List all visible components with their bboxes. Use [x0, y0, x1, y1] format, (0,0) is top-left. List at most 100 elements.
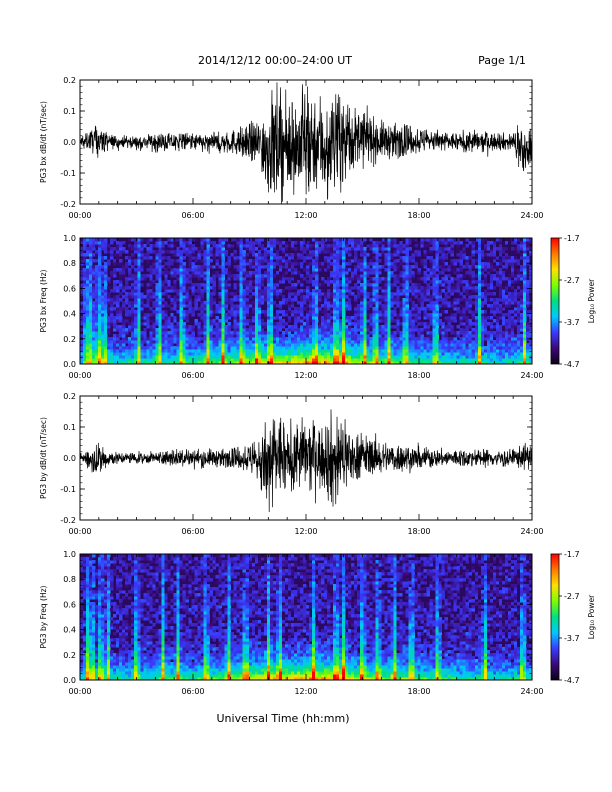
spectrogram-cell	[435, 247, 439, 251]
spectrogram-cell	[450, 259, 454, 263]
spectrogram-cell	[188, 349, 192, 353]
spectrogram-cell	[146, 310, 150, 314]
spectrogram-cell	[266, 286, 271, 290]
spectrogram-cell	[137, 298, 141, 302]
spectrogram-cell	[278, 328, 283, 332]
spectrogram-cell	[134, 241, 138, 245]
spectrogram-cell	[92, 286, 96, 290]
spectrogram-cell	[441, 340, 445, 344]
spectrogram-cell	[293, 349, 298, 353]
spectrogram-cell	[408, 358, 412, 362]
spectrogram-cell	[321, 250, 325, 254]
spectrogram-cell	[287, 316, 292, 320]
spectrogram-cell	[263, 292, 268, 296]
spectrogram-cell	[290, 253, 295, 257]
spectrogram-cell	[351, 349, 355, 353]
spectrogram-cell	[309, 358, 313, 362]
spectrogram-cell	[284, 277, 289, 281]
spectrogram-cell	[432, 286, 436, 290]
spectrogram-cell	[188, 331, 192, 335]
spectrogram-cell	[134, 289, 138, 293]
spectrogram-cell	[366, 292, 370, 296]
spectrogram-cell	[411, 352, 415, 356]
spectrogram-cell	[336, 259, 340, 263]
spectrogram-cell	[351, 286, 355, 290]
spectrogram-cell	[197, 361, 201, 365]
spectrogram-cell	[218, 247, 222, 251]
spectrogram-cell	[315, 280, 319, 284]
spectrogram-cell	[281, 271, 286, 275]
spectrogram-cell	[429, 349, 433, 353]
spectrogram-cell	[402, 304, 406, 308]
spectrogram-cell	[474, 295, 479, 299]
spectrogram-cell	[453, 274, 457, 278]
spectrogram-cell	[296, 331, 301, 335]
spectrogram-cell	[236, 355, 240, 359]
spectrogram-cell	[293, 307, 298, 311]
spectrogram-cell	[411, 286, 415, 290]
spectrogram-cell	[432, 280, 436, 284]
spectrogram-cell	[188, 352, 192, 356]
spectrogram-cell	[450, 325, 454, 329]
spectrogram-cell	[435, 352, 439, 356]
spectrogram-cell	[420, 337, 424, 341]
spectrogram-cell	[152, 238, 156, 242]
spectrogram-cell	[315, 307, 319, 311]
spectrogram-cell	[351, 241, 355, 245]
spectrogram-cell	[348, 319, 352, 323]
spectrogram-cell	[327, 244, 331, 248]
spectrogram-cell	[215, 247, 219, 251]
spectrogram-cell	[161, 325, 165, 329]
spectrogram-cell	[318, 247, 322, 251]
spectrogram-cell	[324, 280, 328, 284]
spectrogram-cell	[462, 346, 466, 350]
spectrogram-cell	[480, 283, 485, 287]
spectrogram-cell	[257, 313, 262, 317]
spectrogram-cell	[360, 289, 364, 293]
spectrogram-cell	[327, 292, 331, 296]
spectrogram-cell	[107, 292, 111, 296]
spectrogram-cell	[327, 343, 331, 347]
spectrogram-cell	[312, 346, 316, 350]
spectrogram-cell	[435, 313, 439, 317]
spectrogram-cell	[420, 277, 424, 281]
spectrogram-cell	[281, 340, 286, 344]
spectrogram-cell	[188, 259, 192, 263]
spectrogram-cell	[417, 337, 421, 341]
spectrogram-cell	[149, 331, 153, 335]
spectrogram-cell	[306, 325, 310, 329]
spectrogram-cell	[80, 328, 84, 332]
spectrogram-cell	[486, 265, 491, 269]
spectrogram-cell	[212, 241, 216, 245]
spectrogram-cell	[233, 349, 237, 353]
spectrogram-cell	[137, 289, 141, 293]
spectrogram-cell	[233, 259, 237, 263]
spectrogram-cell	[89, 262, 93, 266]
spectrogram-cell	[197, 253, 201, 257]
spectrogram-cell	[245, 322, 250, 326]
spectrogram-cell	[309, 250, 313, 254]
spectrogram-cell	[468, 322, 473, 326]
spectrogram-cell	[384, 256, 388, 260]
spectrogram-cell	[89, 328, 93, 332]
spectrogram-cell	[333, 331, 337, 335]
spectrogram-cell	[122, 313, 126, 317]
spectrogram-cell	[477, 283, 482, 287]
spectrogram-cell	[348, 322, 352, 326]
spectrogram-cell	[444, 340, 448, 344]
spectrogram-cell	[161, 247, 165, 251]
spectrogram-cell	[86, 319, 90, 323]
spectrogram-cell	[366, 355, 370, 359]
spectrogram-cell	[149, 274, 153, 278]
spectrogram-cell	[185, 268, 189, 272]
spectrogram-cell	[242, 346, 247, 350]
spectrogram-cell	[293, 286, 298, 290]
spectrogram-cell	[465, 271, 470, 275]
spectrogram-cell	[104, 301, 108, 305]
spectrogram-cell	[188, 313, 192, 317]
spectrogram-cell	[173, 280, 177, 284]
spectrogram-cell	[191, 256, 195, 260]
spectrogram-cell	[197, 328, 201, 332]
spectrogram-cell	[393, 355, 397, 359]
spectrogram-cell	[357, 292, 361, 296]
